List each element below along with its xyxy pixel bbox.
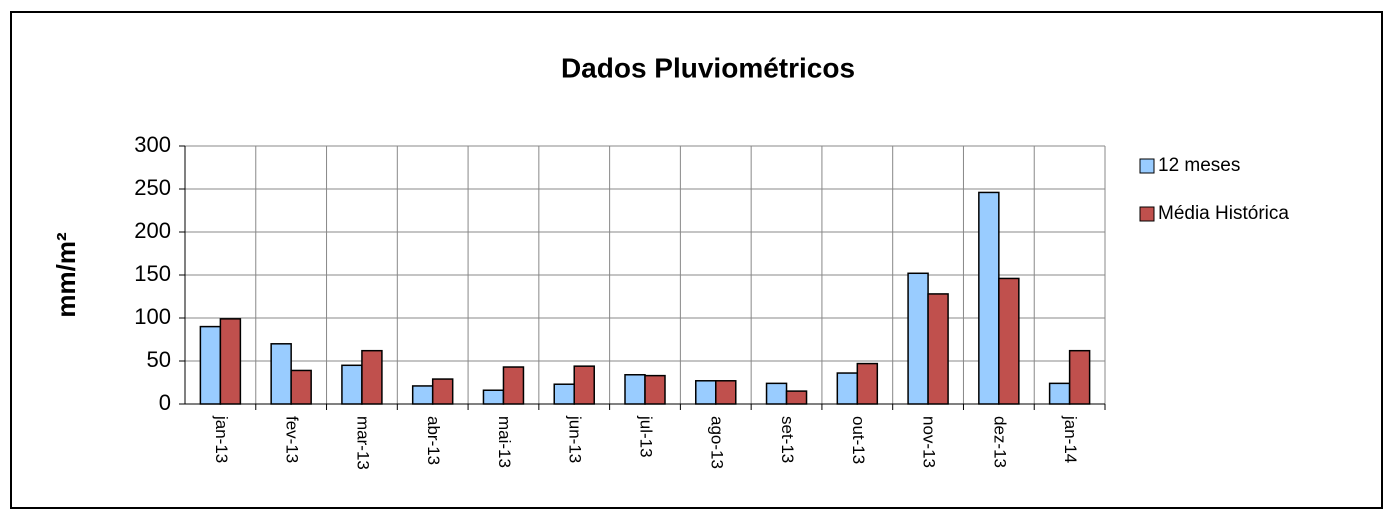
bar [856, 362, 879, 405]
x-tick-label: mai-13 [495, 416, 514, 468]
y-tick-label: 250 [134, 175, 171, 200]
x-tick-label: jan-13 [212, 415, 231, 463]
x-tick-label: fev-13 [283, 416, 302, 463]
bar [998, 277, 1020, 405]
bar [695, 380, 717, 405]
x-tick-label: set-13 [778, 416, 797, 463]
bar [1068, 349, 1091, 405]
bar [1048, 382, 1071, 405]
bar [644, 374, 666, 405]
x-tick-label: ago-13 [707, 416, 726, 469]
y-tick-label: 200 [134, 218, 171, 243]
chart-border [10, 11, 1383, 509]
x-tick-label: dez-13 [990, 416, 1009, 468]
bar [341, 364, 363, 405]
y-tick-label: 0 [159, 390, 171, 415]
legend-label: Média Histórica [1158, 203, 1289, 224]
bar [978, 191, 1000, 405]
x-tick-label: mar-13 [353, 416, 372, 470]
bar [482, 389, 505, 405]
legend-swatch [1139, 206, 1155, 222]
x-tick-label: out-13 [849, 416, 868, 464]
bar [836, 372, 859, 405]
bar [431, 378, 454, 405]
y-axis-label: mm/m² [51, 232, 81, 318]
legend-swatch [1139, 158, 1155, 174]
bar [270, 343, 292, 405]
bar [715, 380, 737, 405]
bar [624, 374, 646, 405]
bar [907, 272, 929, 405]
legend-label: 12 meses [1158, 155, 1240, 176]
bar [411, 385, 434, 405]
y-tick-label: 50 [147, 347, 171, 372]
y-tick-label: 300 [134, 132, 171, 157]
x-tick-label: abr-13 [424, 416, 443, 465]
x-tick-label: jun-13 [566, 415, 585, 463]
bar [553, 383, 575, 405]
bar [765, 382, 788, 405]
bar [361, 349, 383, 405]
x-tick-label: jan-14 [1061, 415, 1080, 463]
bar [502, 366, 525, 405]
x-tick-label: nov-13 [920, 416, 939, 468]
x-tick-label: jul-13 [637, 415, 656, 458]
y-tick-label: 150 [134, 261, 171, 286]
chart-title: Dados Pluviométricos [561, 52, 855, 83]
bar [927, 293, 949, 405]
bar [785, 390, 808, 405]
bar [219, 318, 242, 405]
y-tick-label: 100 [134, 304, 171, 329]
bar [290, 369, 312, 405]
bar [573, 365, 595, 405]
bar [199, 325, 222, 405]
